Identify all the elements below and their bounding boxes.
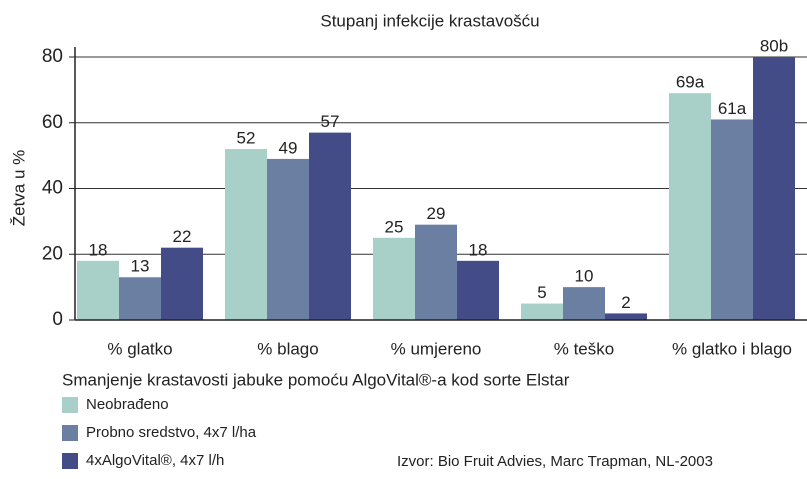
x-tick-label: % blago xyxy=(257,339,318,358)
x-tick-label: % teško xyxy=(554,339,614,358)
value-label: 49 xyxy=(279,138,298,157)
bar xyxy=(161,247,203,320)
bar xyxy=(563,287,605,320)
y-tick-label: 0 xyxy=(52,309,63,330)
legend-swatch xyxy=(62,397,78,413)
y-axis-label: Žetva u % xyxy=(9,150,28,227)
value-label: 69a xyxy=(676,73,705,92)
value-label: 5 xyxy=(537,283,546,302)
value-label: 13 xyxy=(131,257,150,276)
legend-swatch xyxy=(62,453,78,469)
y-tick-label: 80 xyxy=(42,46,63,67)
legend-label: 4xAlgoVital®, 4x7 l/h xyxy=(86,452,224,469)
bar xyxy=(225,149,267,320)
value-label: 2 xyxy=(621,293,630,312)
bar xyxy=(267,158,309,320)
y-tick-label: 40 xyxy=(42,178,63,199)
value-label: 57 xyxy=(321,112,340,131)
bar xyxy=(457,260,499,320)
bar xyxy=(415,224,457,320)
value-label: 61a xyxy=(718,99,747,118)
legend-label: Neobrađeno xyxy=(86,396,169,413)
legend-label: Probno sredstvo, 4x7 l/ha xyxy=(86,424,257,441)
bar xyxy=(373,237,415,320)
y-tick-label: 20 xyxy=(42,243,63,264)
legend-swatch xyxy=(62,425,78,441)
bar xyxy=(669,93,711,320)
bar xyxy=(605,313,647,320)
value-label: 18 xyxy=(469,240,488,259)
value-label: 52 xyxy=(237,129,256,148)
bar xyxy=(309,132,351,320)
x-tick-label: % glatko xyxy=(107,339,172,358)
value-label: 25 xyxy=(385,217,404,236)
value-label: 22 xyxy=(173,227,192,246)
value-label: 80b xyxy=(760,36,788,55)
subtitle: Smanjenje krastavosti jabuke pomoću Algo… xyxy=(62,370,570,389)
bar xyxy=(119,277,161,320)
y-tick-label: 60 xyxy=(42,112,63,133)
bar xyxy=(521,303,563,320)
value-label: 29 xyxy=(427,204,446,223)
bar xyxy=(711,119,753,321)
source: Izvor: Bio Fruit Advies, Marc Trapman, N… xyxy=(397,453,713,470)
x-tick-label: % umjereno xyxy=(391,339,482,358)
value-label: 18 xyxy=(89,240,108,259)
chart-title: Stupanj infekcije krastavošću xyxy=(320,11,539,30)
bar xyxy=(753,57,795,320)
value-label: 10 xyxy=(575,267,594,286)
x-tick-label: % glatko i blago xyxy=(672,339,792,358)
bar xyxy=(77,260,119,320)
